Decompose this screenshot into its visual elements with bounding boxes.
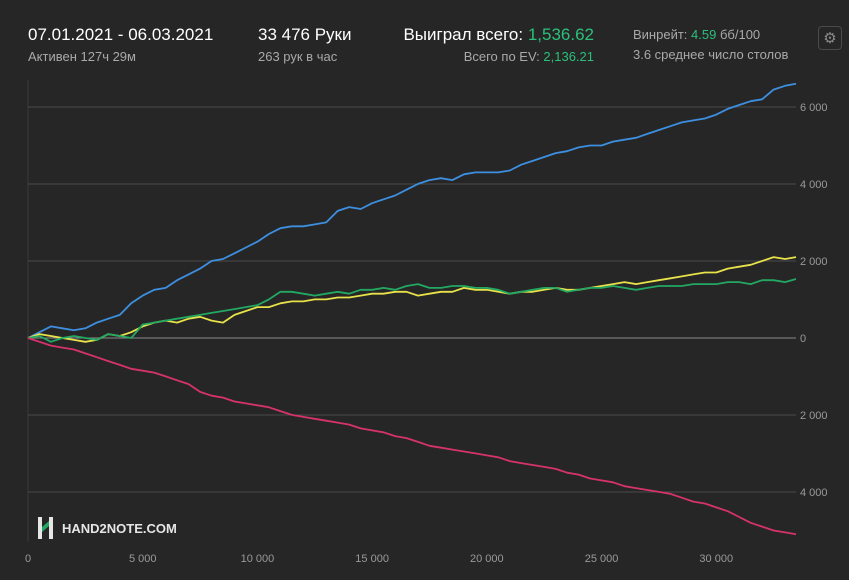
avg-tables: 3.6 среднее число столов bbox=[633, 47, 789, 62]
y-tick-label: 2 000 bbox=[800, 256, 828, 268]
ev-total: Всего по EV: 2,136.21 bbox=[464, 49, 594, 64]
won-total-label: Выиграл всего: bbox=[403, 25, 524, 44]
series-line-blue bbox=[27, 82, 797, 339]
winrate-unit: бб/100 bbox=[719, 27, 761, 42]
x-tick-label: 10 000 bbox=[241, 553, 275, 565]
stats-header: 07.01.2021 - 06.03.2021 Активен 127ч 29м… bbox=[0, 0, 849, 80]
x-tick-label: 20 000 bbox=[470, 553, 504, 565]
series-line-red bbox=[27, 337, 797, 536]
y-axis-ticks: 6 000 4 000 2 000 0 2 000 4 000 bbox=[800, 102, 828, 499]
y-tick-label: 4 000 bbox=[800, 179, 828, 191]
chart-series bbox=[27, 82, 797, 536]
y-tick-label: 0 bbox=[800, 333, 806, 345]
x-tick-label: 15 000 bbox=[355, 553, 389, 565]
winrate-label: Винрейт: bbox=[633, 27, 688, 42]
winrate: Винрейт: 4.59 бб/100 bbox=[633, 27, 760, 42]
x-tick-label: 0 bbox=[25, 553, 31, 565]
won-total: Выиграл всего: 1,536.62 bbox=[403, 25, 594, 45]
hand2note-logo-icon bbox=[38, 517, 53, 539]
hands-count: 33 476 Руки bbox=[258, 25, 352, 44]
hand2note-logo-text: HAND2NOTE.COM bbox=[62, 521, 177, 536]
won-total-value: 1,536.62 bbox=[527, 25, 594, 44]
active-time: Активен 127ч 29м bbox=[28, 49, 136, 64]
x-axis-ticks: 0 5 000 10 000 15 000 20 000 25 000 30 000 bbox=[25, 553, 733, 565]
series-line-yellow bbox=[27, 256, 797, 343]
y-tick-label: 2 000 bbox=[800, 410, 828, 422]
y-tick-label: 6 000 bbox=[800, 102, 828, 114]
hand2note-logo: HAND2NOTE.COM bbox=[38, 517, 177, 539]
y-tick-label: 4 000 bbox=[800, 487, 828, 499]
ev-total-label: Всего по EV: bbox=[463, 49, 540, 64]
winrate-value: 4.59 bbox=[691, 27, 717, 42]
hands-per-hour: 263 рук в час bbox=[258, 49, 338, 64]
chart-grid bbox=[27, 80, 796, 542]
x-tick-label: 30 000 bbox=[699, 553, 733, 565]
series-line-green bbox=[27, 278, 797, 343]
x-tick-label: 25 000 bbox=[585, 553, 619, 565]
x-tick-label: 5 000 bbox=[129, 553, 157, 565]
settings-gear-icon[interactable]: ⚙ bbox=[818, 26, 842, 50]
date-range: 07.01.2021 - 06.03.2021 bbox=[28, 25, 214, 44]
ev-total-value: 2,136.21 bbox=[543, 49, 594, 64]
